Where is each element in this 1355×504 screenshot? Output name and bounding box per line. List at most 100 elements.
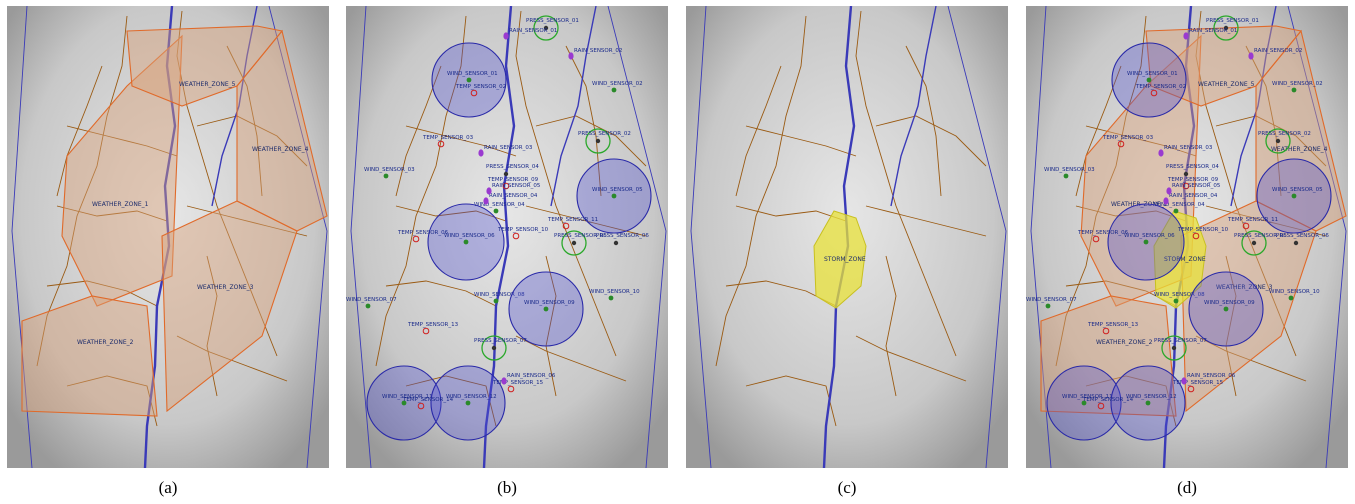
- temp-sensor-label: TEMP_SENSOR_14: [1082, 397, 1134, 403]
- wind-sensor-marker: [383, 173, 389, 179]
- weather-zone-label: WEATHER_ZONE_3: [197, 284, 254, 291]
- river-line: [143, 6, 177, 468]
- trail-line: [1085, 375, 1177, 427]
- wind-sensor-label: WIND_SENSOR_10: [1269, 289, 1320, 295]
- temp-sensor-marker: [1150, 89, 1158, 97]
- trail-line: [196, 115, 308, 167]
- temp-sensor-marker: [512, 232, 520, 240]
- storm-zone-label: STORM_ZONE: [824, 256, 866, 263]
- trail-line: [66, 375, 158, 427]
- temp-sensor-label: TEMP_SENSOR_13: [407, 322, 459, 328]
- wind-sensor-marker: [465, 400, 471, 406]
- weather-zone-label: WEATHER_ZONE_5: [179, 81, 236, 88]
- wind-sensor-label: WIND_SENSOR_09: [1204, 300, 1255, 306]
- temp-sensor-marker: [470, 89, 478, 97]
- storm-zone-label: STORM_ZONE: [1164, 256, 1206, 263]
- press-sensor-range: [1213, 15, 1239, 41]
- wind-sensor-marker: [611, 193, 617, 199]
- boundary-line-right: [1287, 6, 1347, 468]
- wind-sensor-marker: [543, 306, 549, 312]
- wind-sensor-label: WIND_SENSOR_11: [382, 394, 433, 400]
- trail-line: [46, 280, 158, 307]
- trail-line: [405, 375, 497, 427]
- trail-line: [206, 255, 218, 397]
- trail-line: [176, 335, 288, 382]
- trail-line: [66, 125, 178, 157]
- temp-sensor-label: TEMP_SENSOR_09: [1167, 177, 1219, 183]
- weather-zone-polygon: [126, 25, 284, 107]
- wind-sensor-marker: [365, 303, 371, 309]
- trail-line: [535, 115, 647, 167]
- rain-sensor-label: RAIN_SENSOR_06: [507, 373, 556, 379]
- map-svg-a: WEATHER_ZONE_1 WEATHER_ZONE_2 WEATHER_ZONE…: [7, 6, 329, 468]
- river-line: [482, 6, 516, 468]
- temp-sensor-marker: [507, 385, 515, 393]
- panel-b-sensors: WIND_SENSOR_01 WIND_SENSOR_02 WIND_SENSOR_…: [346, 6, 668, 468]
- press-sensor-label: PRESS_SENSOR_04: [1166, 164, 1219, 170]
- press-sensor-marker: [1275, 138, 1281, 144]
- weather-zone-polygon: [1145, 25, 1303, 107]
- rain-sensor-marker: [1166, 187, 1172, 195]
- wind-sensor-marker: [1288, 295, 1294, 301]
- temp-sensor-label: TEMP_SENSOR_09: [487, 177, 539, 183]
- wind-sensor-marker: [1063, 173, 1069, 179]
- press-sensor-range: [1241, 230, 1267, 256]
- wind-sensor-label: WIND_SENSOR_01: [1127, 71, 1178, 77]
- trail-line: [56, 65, 103, 197]
- wind-sensor-label: WIND_SENSOR_07: [1026, 297, 1077, 303]
- temp-sensor-label: TEMP_SENSOR_03: [1102, 135, 1154, 141]
- temp-sensor-marker: [412, 235, 420, 243]
- temp-sensor-marker: [1102, 327, 1110, 335]
- press-sensor-label: PRESS_SENSOR_01: [526, 18, 579, 24]
- weather-zone-label: WEATHER_ZONE_4: [1271, 146, 1328, 153]
- caption-a: (a): [158, 478, 178, 497]
- trail-line: [855, 10, 957, 357]
- panel-a-weather-zones: WEATHER_ZONE_1 WEATHER_ZONE_2 WEATHER_ZONE…: [7, 6, 329, 468]
- river-tributary: [890, 6, 937, 207]
- press-sensor-label: PRESS_SENSOR_05: [1234, 233, 1287, 239]
- rain-sensor-marker: [1158, 149, 1164, 157]
- press-sensor-marker: [491, 345, 497, 351]
- trail-line: [1195, 335, 1307, 382]
- press-sensor-label: PRESS_SENSOR_05: [554, 233, 607, 239]
- press-sensor-marker: [595, 138, 601, 144]
- storm-zone-polygon: [813, 210, 867, 309]
- trail-line: [375, 15, 467, 367]
- press-sensor-marker: [1223, 25, 1229, 31]
- press-sensor-label: PRESS_SENSOR_07: [1154, 338, 1207, 344]
- wind-sensor-marker: [1081, 400, 1087, 406]
- trail-line: [885, 255, 897, 397]
- rain-sensor-marker: [483, 197, 489, 205]
- wind-sensor-label: WIND_SENSOR_04: [1154, 202, 1205, 208]
- temp-sensor-marker: [422, 327, 430, 335]
- wind-sensor-label: WIND_SENSOR_12: [1126, 394, 1177, 400]
- trail-line: [1055, 15, 1147, 367]
- press-sensor-label: PRESS_SENSOR_02: [578, 131, 631, 137]
- wind-sensor-label: WIND_SENSOR_08: [1154, 292, 1205, 298]
- rain-sensor-label: RAIN_SENSOR_05: [492, 183, 541, 189]
- wind-sensor-label: WIND_SENSOR_12: [446, 394, 497, 400]
- trail-line: [545, 255, 557, 397]
- boundary-line-left: [1030, 6, 1052, 468]
- wind-sensor-label: WIND_SENSOR_04: [474, 202, 525, 208]
- press-sensor-marker: [1183, 171, 1189, 177]
- weather-zone-label: WEATHER_ZONE_2: [77, 339, 134, 346]
- wind-sensor-marker: [1146, 77, 1152, 83]
- trail-line: [865, 205, 987, 237]
- wind-sensor-label: WIND_SENSOR_06: [1124, 233, 1175, 239]
- temp-sensor-marker: [502, 182, 510, 190]
- wind-sensor-label: WIND_SENSOR_06: [444, 233, 495, 239]
- river-tributary: [211, 6, 258, 207]
- trail-line: [1195, 10, 1297, 357]
- temp-sensor-label: TEMP_SENSOR_03: [422, 135, 474, 141]
- rain-sensor-label: RAIN_SENSOR_02: [1254, 48, 1302, 54]
- press-sensor-label: PRESS_SENSOR_02: [1258, 131, 1311, 137]
- temp-sensor-label: TEMP_SENSOR_02: [455, 84, 506, 90]
- temp-sensor-label: TEMP_SENSOR_10: [1177, 227, 1229, 233]
- press-sensor-marker: [1171, 345, 1177, 351]
- trail-line: [515, 10, 617, 357]
- boundary-line-right: [947, 6, 1007, 468]
- trail-line: [565, 45, 602, 197]
- panel-c-storm-zone: STORM_ZONE: [686, 6, 1008, 468]
- trail-line: [1085, 125, 1197, 157]
